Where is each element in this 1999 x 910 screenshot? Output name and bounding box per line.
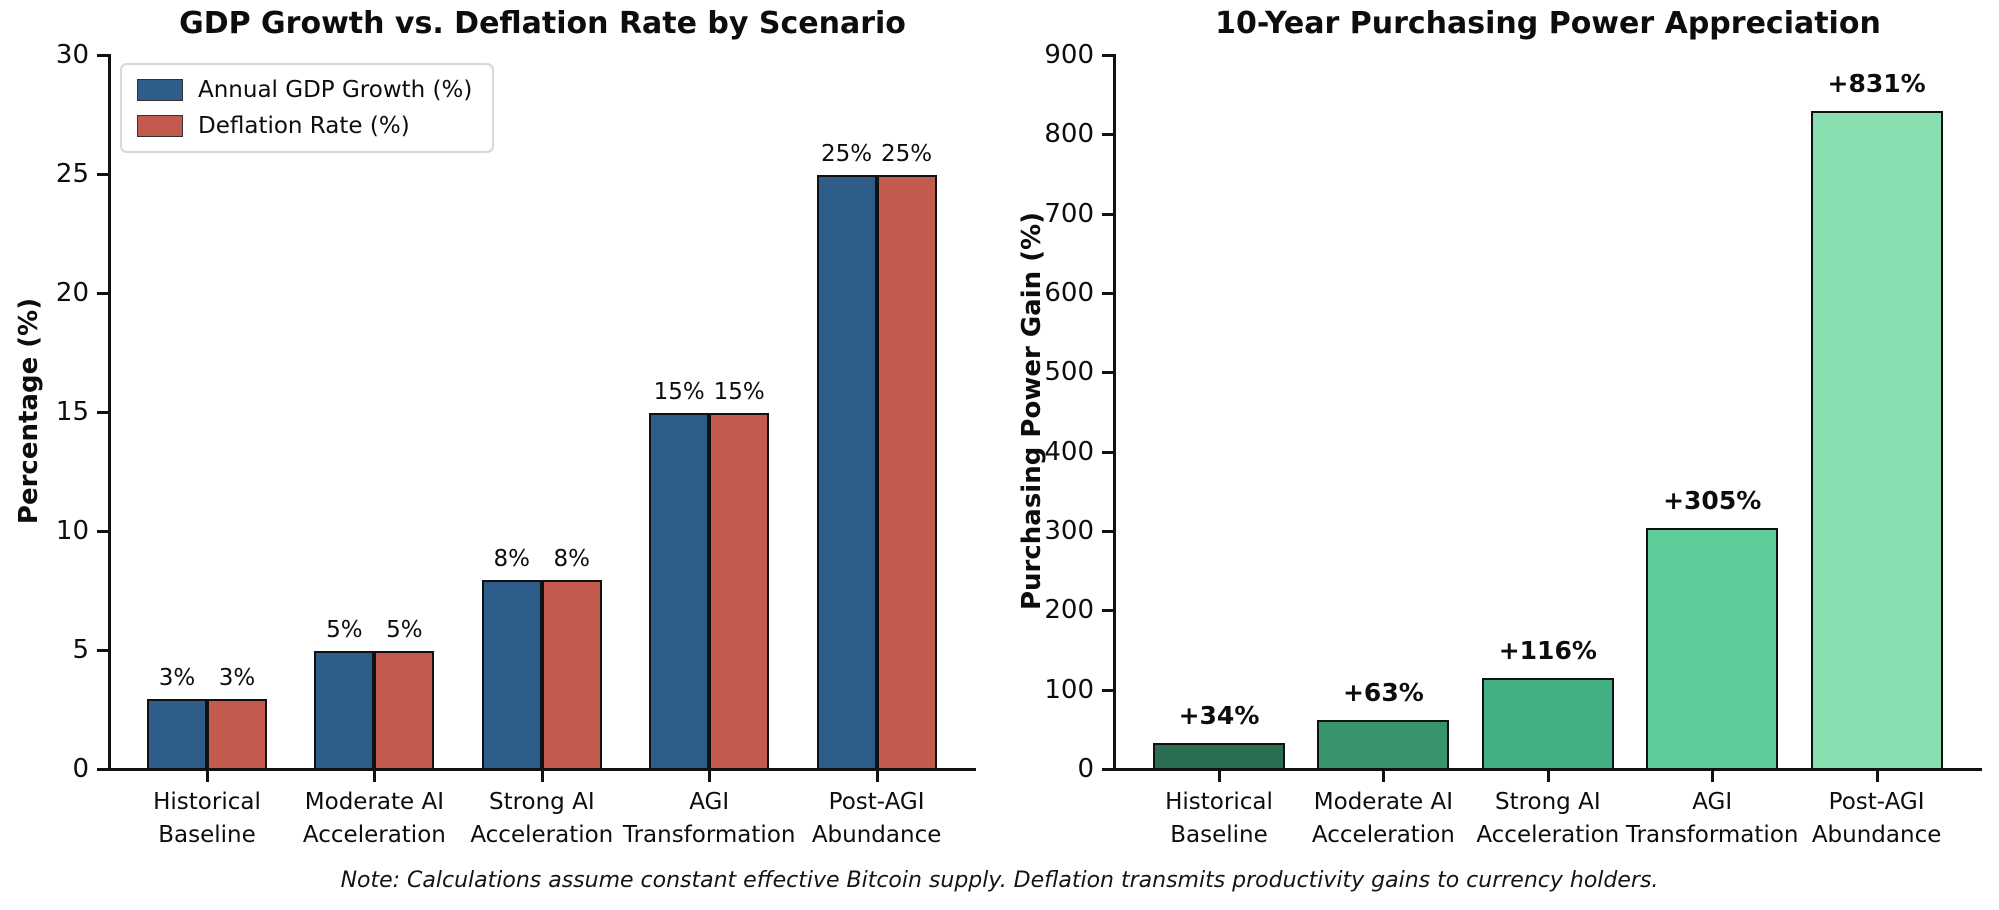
bar-gdp-growth: [481, 579, 542, 770]
y-tick: [97, 173, 110, 176]
bar-value-label: 5%: [326, 617, 363, 643]
y-tick-label: 900: [1044, 40, 1094, 70]
legend-item-gdp-growth: Annual GDP Growth (%): [137, 77, 472, 103]
category-label: Post-AGI Abundance: [811, 789, 942, 848]
x-tick: [206, 771, 209, 782]
bar-value-label: 25%: [881, 141, 933, 167]
bar-value-label: +831%: [1827, 68, 1926, 98]
bar-purchasing-power: [1317, 720, 1450, 770]
category-label: AGI Transformation: [622, 789, 796, 848]
legend-item-deflation-rate: Deflation Rate (%): [137, 113, 472, 139]
bar-deflation-rate: [876, 175, 937, 770]
y-tick: [1102, 371, 1115, 375]
y-tick: [97, 411, 110, 414]
y-tick: [1102, 133, 1115, 137]
bar-deflation-rate: [374, 651, 435, 770]
x-tick: [875, 771, 879, 782]
category-label: Moderate AI Acceleration: [1311, 789, 1455, 848]
gdp-growth-swatch: [137, 79, 183, 101]
left-chart-title: GDP Growth vs. Deflation Rate by Scenari…: [179, 6, 906, 41]
y-tick-label: 700: [1044, 198, 1094, 229]
x-tick: [1711, 771, 1715, 782]
y-tick: [1102, 609, 1115, 613]
category-label: Strong AI Acceleration: [470, 789, 614, 848]
y-tick-label: 800: [1044, 119, 1094, 150]
x-tick: [708, 771, 712, 782]
y-tick-label: 600: [1044, 278, 1094, 308]
bar-purchasing-power: [1481, 677, 1614, 770]
legend: Annual GDP Growth (%) Deflation Rate (%): [120, 63, 495, 153]
category-label: Historical Baseline: [153, 789, 261, 848]
bar-value-label: 8%: [493, 545, 531, 572]
right-chart-y-spine: [1113, 54, 1116, 771]
x-tick: [540, 771, 544, 782]
bar-value-label: +34%: [1178, 701, 1260, 731]
bar-deflation-rate: [709, 413, 770, 770]
footnote: Note: Calculations assume constant effec…: [340, 868, 1659, 893]
y-tick: [97, 530, 110, 533]
bar-value-label: +63%: [1342, 678, 1424, 708]
y-tick-label: 500: [1044, 357, 1094, 388]
y-tick: [1102, 688, 1115, 692]
y-tick: [1102, 450, 1115, 454]
bar-value-label: 25%: [821, 141, 873, 167]
bar-gdp-growth: [816, 175, 877, 770]
category-label: Strong AI Acceleration: [1476, 789, 1620, 848]
bar-value-label: 3%: [158, 664, 196, 691]
bar-purchasing-power: [1810, 110, 1943, 770]
y-tick: [97, 54, 110, 57]
y-tick-label: 30: [55, 40, 89, 70]
y-tick-label: 300: [1044, 516, 1094, 546]
y-tick: [1102, 54, 1115, 57]
y-tick-label: 0: [72, 754, 89, 784]
bar-gdp-growth: [314, 651, 375, 770]
bar-value-label: 15%: [653, 379, 705, 405]
y-tick-label: 200: [1044, 595, 1094, 626]
bar-purchasing-power: [1646, 528, 1779, 770]
bar-deflation-rate: [207, 698, 267, 770]
y-tick-label: 10: [55, 516, 89, 546]
category-label: AGI Transformation: [1625, 789, 1799, 848]
bar-gdp-growth: [649, 413, 710, 770]
y-tick: [1102, 530, 1115, 533]
bar-value-label: +305%: [1663, 486, 1762, 516]
bar-deflation-rate: [541, 579, 602, 770]
y-tick-label: 0: [1077, 754, 1094, 784]
category-label: Moderate AI Acceleration: [302, 789, 446, 848]
y-tick: [1102, 212, 1115, 216]
y-tick-label: 25: [55, 159, 89, 189]
y-tick: [1102, 292, 1115, 295]
x-tick: [1218, 771, 1221, 782]
x-tick: [373, 771, 377, 782]
deflation-rate-swatch: [137, 115, 183, 137]
y-tick: [1102, 768, 1115, 771]
category-label: Post-AGI Abundance: [1811, 789, 1942, 848]
bar-gdp-growth: [147, 698, 207, 770]
y-tick-label: 5: [72, 635, 89, 665]
y-tick: [97, 768, 110, 771]
right-y-axis-label: Purchasing Power Gain (%): [1017, 211, 1047, 611]
bar-value-label: 3%: [218, 664, 256, 691]
bar-value-label: +116%: [1498, 635, 1597, 665]
x-tick: [1875, 771, 1879, 782]
y-tick-label: 15: [55, 397, 89, 427]
y-tick: [97, 292, 110, 295]
legend-label-gdp-growth: Annual GDP Growth (%): [198, 77, 473, 103]
x-tick: [1546, 771, 1550, 782]
y-tick: [97, 649, 110, 652]
bar-purchasing-power: [1153, 743, 1285, 770]
bar-value-label: 8%: [553, 545, 591, 572]
legend-label-deflation-rate: Deflation Rate (%): [198, 113, 410, 139]
category-label: Historical Baseline: [1165, 789, 1273, 848]
y-tick-label: 20: [55, 278, 89, 308]
bar-value-label: 15%: [713, 379, 765, 405]
y-tick-label: 100: [1044, 674, 1094, 705]
x-tick: [1382, 771, 1386, 782]
y-tick-label: 400: [1044, 436, 1094, 467]
right-chart-title: 10-Year Purchasing Power Appreciation: [1215, 6, 1881, 41]
bar-value-label: 5%: [386, 617, 423, 643]
